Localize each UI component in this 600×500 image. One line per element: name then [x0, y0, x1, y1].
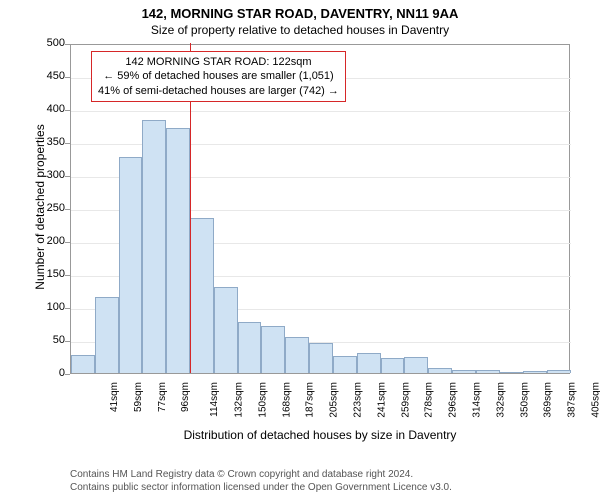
histogram-bar: [381, 358, 405, 373]
y-tick-mark: [65, 341, 70, 342]
histogram-bar: [357, 353, 381, 373]
annotation-box: 142 MORNING STAR ROAD: 122sqm← 59% of de…: [91, 51, 346, 102]
x-tick-label: 41sqm: [109, 382, 120, 412]
x-tick-label: 205sqm: [329, 382, 340, 418]
histogram-bar: [285, 337, 309, 373]
footer-attribution: Contains HM Land Registry data © Crown c…: [70, 468, 570, 494]
histogram-bar: [71, 355, 95, 373]
y-tick-label: 300: [35, 169, 65, 181]
x-tick-label: 314sqm: [472, 382, 483, 418]
plot-area: 142 MORNING STAR ROAD: 122sqm← 59% of de…: [70, 44, 570, 374]
x-tick-label: 59sqm: [133, 382, 144, 412]
y-tick-mark: [65, 374, 70, 375]
footer-line1: Contains HM Land Registry data © Crown c…: [70, 468, 570, 481]
chart-container: 142, MORNING STAR ROAD, DAVENTRY, NN11 9…: [0, 0, 600, 500]
y-tick-mark: [65, 44, 70, 45]
y-tick-label: 100: [35, 301, 65, 313]
histogram-bar: [95, 297, 119, 373]
histogram-bar: [190, 218, 214, 373]
grid-line: [71, 111, 571, 112]
histogram-bar: [261, 326, 285, 373]
x-tick-label: 369sqm: [543, 382, 554, 418]
histogram-bar: [166, 128, 190, 373]
histogram-bar: [309, 343, 333, 373]
histogram-bar: [500, 372, 524, 373]
x-tick-label: 223sqm: [353, 382, 364, 418]
histogram-bar: [214, 287, 238, 373]
y-tick-mark: [65, 275, 70, 276]
y-tick-mark: [65, 176, 70, 177]
page-title: 142, MORNING STAR ROAD, DAVENTRY, NN11 9…: [0, 0, 600, 21]
histogram-bar: [476, 370, 500, 373]
histogram-bar: [404, 357, 428, 374]
x-tick-label: 278sqm: [424, 382, 435, 418]
x-tick-label: 387sqm: [567, 382, 578, 418]
x-tick-label: 96sqm: [180, 382, 191, 412]
x-tick-label: 259sqm: [400, 382, 411, 418]
x-tick-label: 77sqm: [157, 382, 168, 412]
histogram-bar: [333, 356, 357, 373]
x-tick-label: 187sqm: [305, 382, 316, 418]
y-tick-mark: [65, 77, 70, 78]
histogram-bar: [119, 157, 143, 373]
y-tick-mark: [65, 209, 70, 210]
x-axis-label: Distribution of detached houses by size …: [70, 428, 570, 442]
y-tick-mark: [65, 308, 70, 309]
x-tick-label: 241sqm: [376, 382, 387, 418]
x-tick-label: 168sqm: [281, 382, 292, 418]
y-tick-label: 250: [35, 202, 65, 214]
histogram-bar: [238, 322, 262, 373]
y-tick-label: 350: [35, 136, 65, 148]
annotation-line: 41% of semi-detached houses are larger (…: [98, 84, 339, 98]
y-tick-label: 150: [35, 268, 65, 280]
x-tick-label: 350sqm: [519, 382, 530, 418]
y-tick-label: 450: [35, 70, 65, 82]
y-tick-mark: [65, 242, 70, 243]
y-tick-label: 400: [35, 103, 65, 115]
page-subtitle: Size of property relative to detached ho…: [0, 21, 600, 37]
footer-line2: Contains public sector information licen…: [70, 481, 570, 494]
x-tick-label: 332sqm: [495, 382, 506, 418]
histogram-bar: [452, 370, 476, 373]
y-tick-label: 50: [35, 334, 65, 346]
histogram-bar: [142, 120, 166, 373]
x-tick-label: 296sqm: [448, 382, 459, 418]
x-tick-label: 114sqm: [209, 382, 220, 417]
x-tick-label: 132sqm: [234, 382, 245, 418]
histogram-bar: [523, 371, 547, 373]
x-tick-label: 150sqm: [257, 382, 268, 418]
annotation-line: 142 MORNING STAR ROAD: 122sqm: [98, 55, 339, 69]
y-tick-label: 0: [35, 367, 65, 379]
y-tick-mark: [65, 110, 70, 111]
y-tick-label: 200: [35, 235, 65, 247]
histogram-bar: [547, 370, 571, 373]
histogram-bar: [428, 368, 452, 373]
y-tick-label: 500: [35, 37, 65, 49]
x-tick-label: 405sqm: [591, 382, 600, 418]
y-tick-mark: [65, 143, 70, 144]
annotation-line: ← 59% of detached houses are smaller (1,…: [98, 69, 339, 83]
